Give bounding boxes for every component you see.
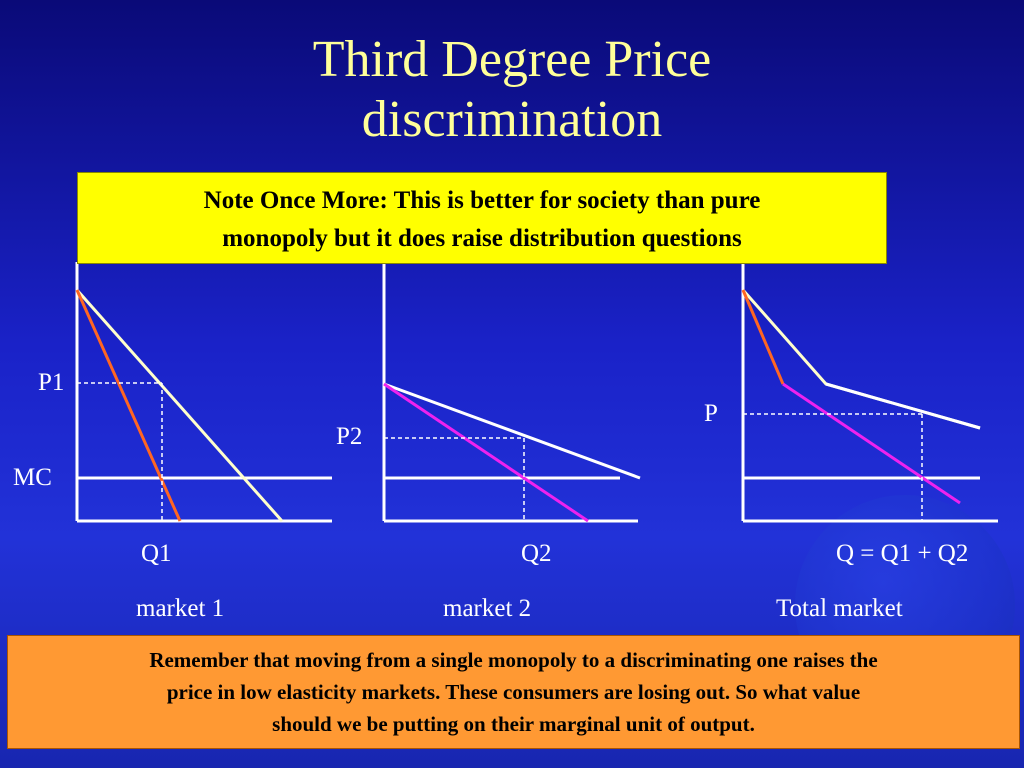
title-line-2: discrimination (361, 91, 663, 148)
p1-label: P1 (38, 369, 65, 396)
total-mr-segment-2 (782, 382, 961, 505)
total-demand-curve (741, 289, 981, 430)
total-market-label: Total market (776, 595, 903, 622)
market-1-demand-curve (75, 289, 284, 522)
p-label: P (704, 400, 718, 427)
market-1-mr-curve (75, 289, 182, 522)
total-market-diagram (741, 262, 998, 523)
q2-label: Q2 (521, 540, 552, 567)
total-quantity-label: Q = Q1 + Q2 (836, 540, 969, 567)
market-1-diagram (75, 262, 332, 523)
note-line-1: Note Once More: This is better for socie… (203, 187, 761, 214)
remember-line-3: should we be putting on their marginal u… (272, 712, 755, 736)
market-2-demand-curve (383, 382, 641, 480)
remember-line-2: price in low elasticity markets. These c… (166, 680, 861, 704)
title-line-1: Third Degree Price (312, 31, 712, 88)
market-2-diagram (382, 262, 641, 523)
market-2-label: market 2 (443, 595, 532, 622)
q1-label: Q1 (141, 540, 172, 567)
p2-label: P2 (336, 423, 363, 450)
note-callout: Note Once More: This is better for socie… (77, 172, 887, 264)
remember-line-1: Remember that moving from a single monop… (149, 648, 878, 672)
slide-title: Third Degree Price discrimination (0, 30, 1024, 150)
mc-label: MC (13, 464, 52, 491)
market-1-label: market 1 (136, 595, 225, 622)
remember-callout: Remember that moving from a single monop… (7, 635, 1020, 749)
total-demand-curve-upper (825, 382, 981, 430)
note-line-2: monopoly but it does raise distribution … (222, 225, 742, 252)
market-2-mr-curve (383, 382, 589, 523)
total-mr-segment-1 (741, 289, 785, 385)
